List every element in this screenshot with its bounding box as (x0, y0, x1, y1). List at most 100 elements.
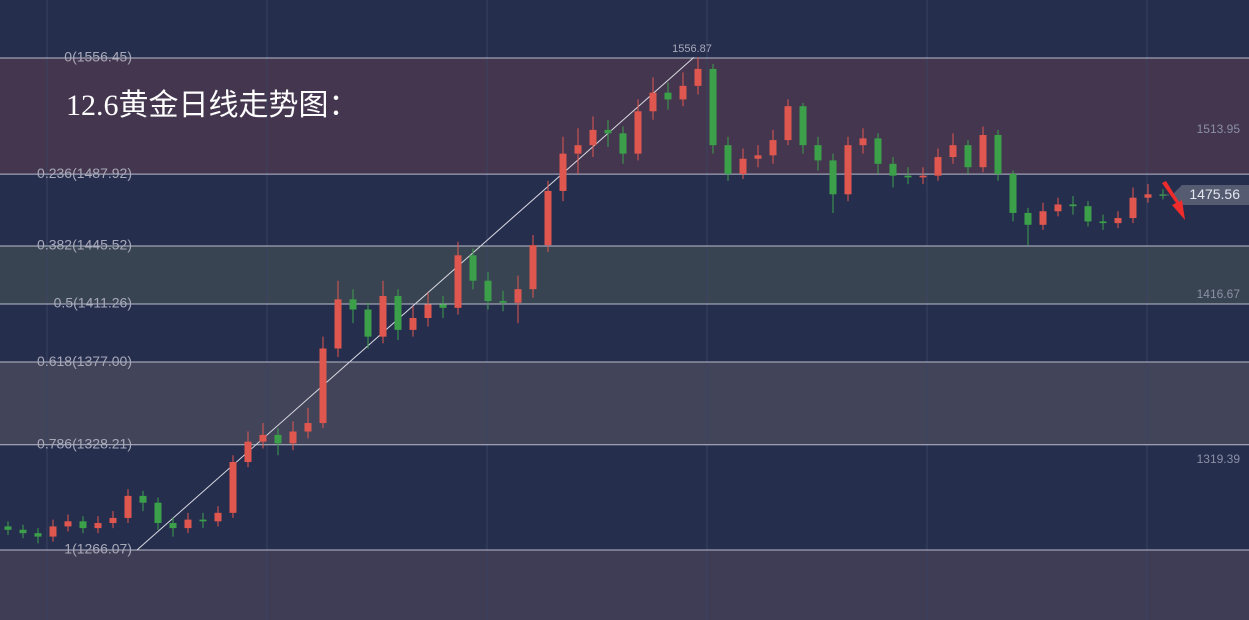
candle-body (1099, 221, 1107, 224)
candle-body (994, 135, 1002, 174)
y-tick-label: 1513.95 (1197, 122, 1241, 136)
candle-body (244, 441, 252, 463)
peak-label: 1556.87 (672, 43, 712, 55)
candle-body (664, 92, 672, 100)
candle-body (934, 157, 942, 176)
candle-body (364, 309, 372, 337)
candle-body (604, 129, 612, 134)
candle-body (319, 348, 327, 424)
candle-body (979, 135, 987, 168)
candle-body (259, 434, 267, 442)
y-tick-label: 1319.39 (1197, 452, 1241, 466)
candle-body (619, 133, 627, 154)
candle-body (439, 304, 447, 308)
level-band (0, 444, 1249, 551)
candle-body (1024, 212, 1032, 225)
candle-body (454, 255, 462, 308)
candle-body (529, 245, 537, 290)
candle-body (34, 533, 42, 537)
candle-body (19, 529, 27, 534)
candle-body (184, 519, 192, 529)
candle-body (889, 163, 897, 176)
candle-body (904, 175, 912, 178)
candle-body (304, 423, 312, 432)
candle-body (829, 160, 837, 195)
candle-body (139, 495, 147, 503)
candle-body (109, 517, 117, 524)
candle-body (724, 145, 732, 174)
last-price-tag (1172, 185, 1249, 206)
candle-body (154, 502, 162, 524)
candle-body (634, 111, 642, 154)
candle-body (379, 295, 387, 337)
level-label: 1(1266.07) (64, 541, 132, 557)
level-band (0, 304, 1249, 363)
candle-body (544, 190, 552, 246)
candle-body (919, 175, 927, 178)
level-band (0, 245, 1249, 305)
candle-body (574, 145, 582, 154)
candle-body (64, 521, 72, 527)
candle-body (79, 521, 87, 529)
chart-title: 12.6黄金日线走势图： (66, 89, 359, 122)
candle-body (124, 495, 132, 518)
candle-body (559, 153, 567, 191)
candle-body (4, 526, 12, 530)
candle-body (514, 289, 522, 303)
level-label: 0.786(1328.21) (37, 435, 132, 451)
candle-body (769, 140, 777, 156)
candle-body (49, 526, 57, 537)
candle-body (274, 434, 282, 444)
candle-body (589, 129, 597, 146)
candle-body (1039, 211, 1047, 225)
level-band (0, 174, 1249, 246)
level-label: 0.382(1445.52) (37, 237, 132, 253)
candle-body (484, 280, 492, 302)
candle-body (289, 431, 297, 444)
candle-body (409, 317, 417, 330)
candle-body (784, 106, 792, 141)
candle-body (1069, 204, 1077, 207)
level-band (0, 362, 1249, 445)
candle-body (754, 155, 762, 159)
candle-body (1114, 218, 1122, 224)
level-label: 0.236(1487.92) (37, 165, 132, 181)
candle-body (709, 68, 717, 146)
candle-body (649, 92, 657, 112)
candle-body (169, 523, 177, 529)
candle-body (874, 138, 882, 164)
candle-body (1009, 173, 1017, 213)
candle-body (859, 138, 867, 146)
candle-body (394, 295, 402, 330)
candle-body (1144, 194, 1152, 198)
level-label: 0.5(1411.26) (54, 295, 132, 311)
level-label: 0(1556.45) (64, 49, 132, 65)
level-band (0, 550, 1249, 620)
candle-body (949, 145, 957, 158)
candle-body (334, 299, 342, 349)
y-tick-label: 1416.67 (1197, 287, 1241, 301)
candle-body (469, 255, 477, 281)
candle-body (799, 106, 807, 146)
candle-body (964, 145, 972, 168)
candle-body (1054, 204, 1062, 212)
candle-body (94, 523, 102, 529)
candle-body (694, 68, 702, 86)
candle-body (1084, 206, 1092, 222)
candle-body (199, 519, 207, 522)
last-price-label: 1475.56 (1189, 186, 1240, 202)
candle-body (499, 301, 507, 303)
candle-body (214, 512, 222, 522)
candle-body (424, 304, 432, 318)
level-band (0, 57, 1249, 175)
candle-body (349, 299, 357, 310)
candle-body (739, 158, 747, 174)
level-label: 0.618(1377.00) (37, 353, 132, 369)
candle-body (844, 145, 852, 195)
candle-body (229, 462, 237, 513)
arrow (1162, 181, 1185, 220)
candle-body (1129, 197, 1137, 219)
candle-body (679, 85, 687, 100)
candle-body (814, 145, 822, 161)
